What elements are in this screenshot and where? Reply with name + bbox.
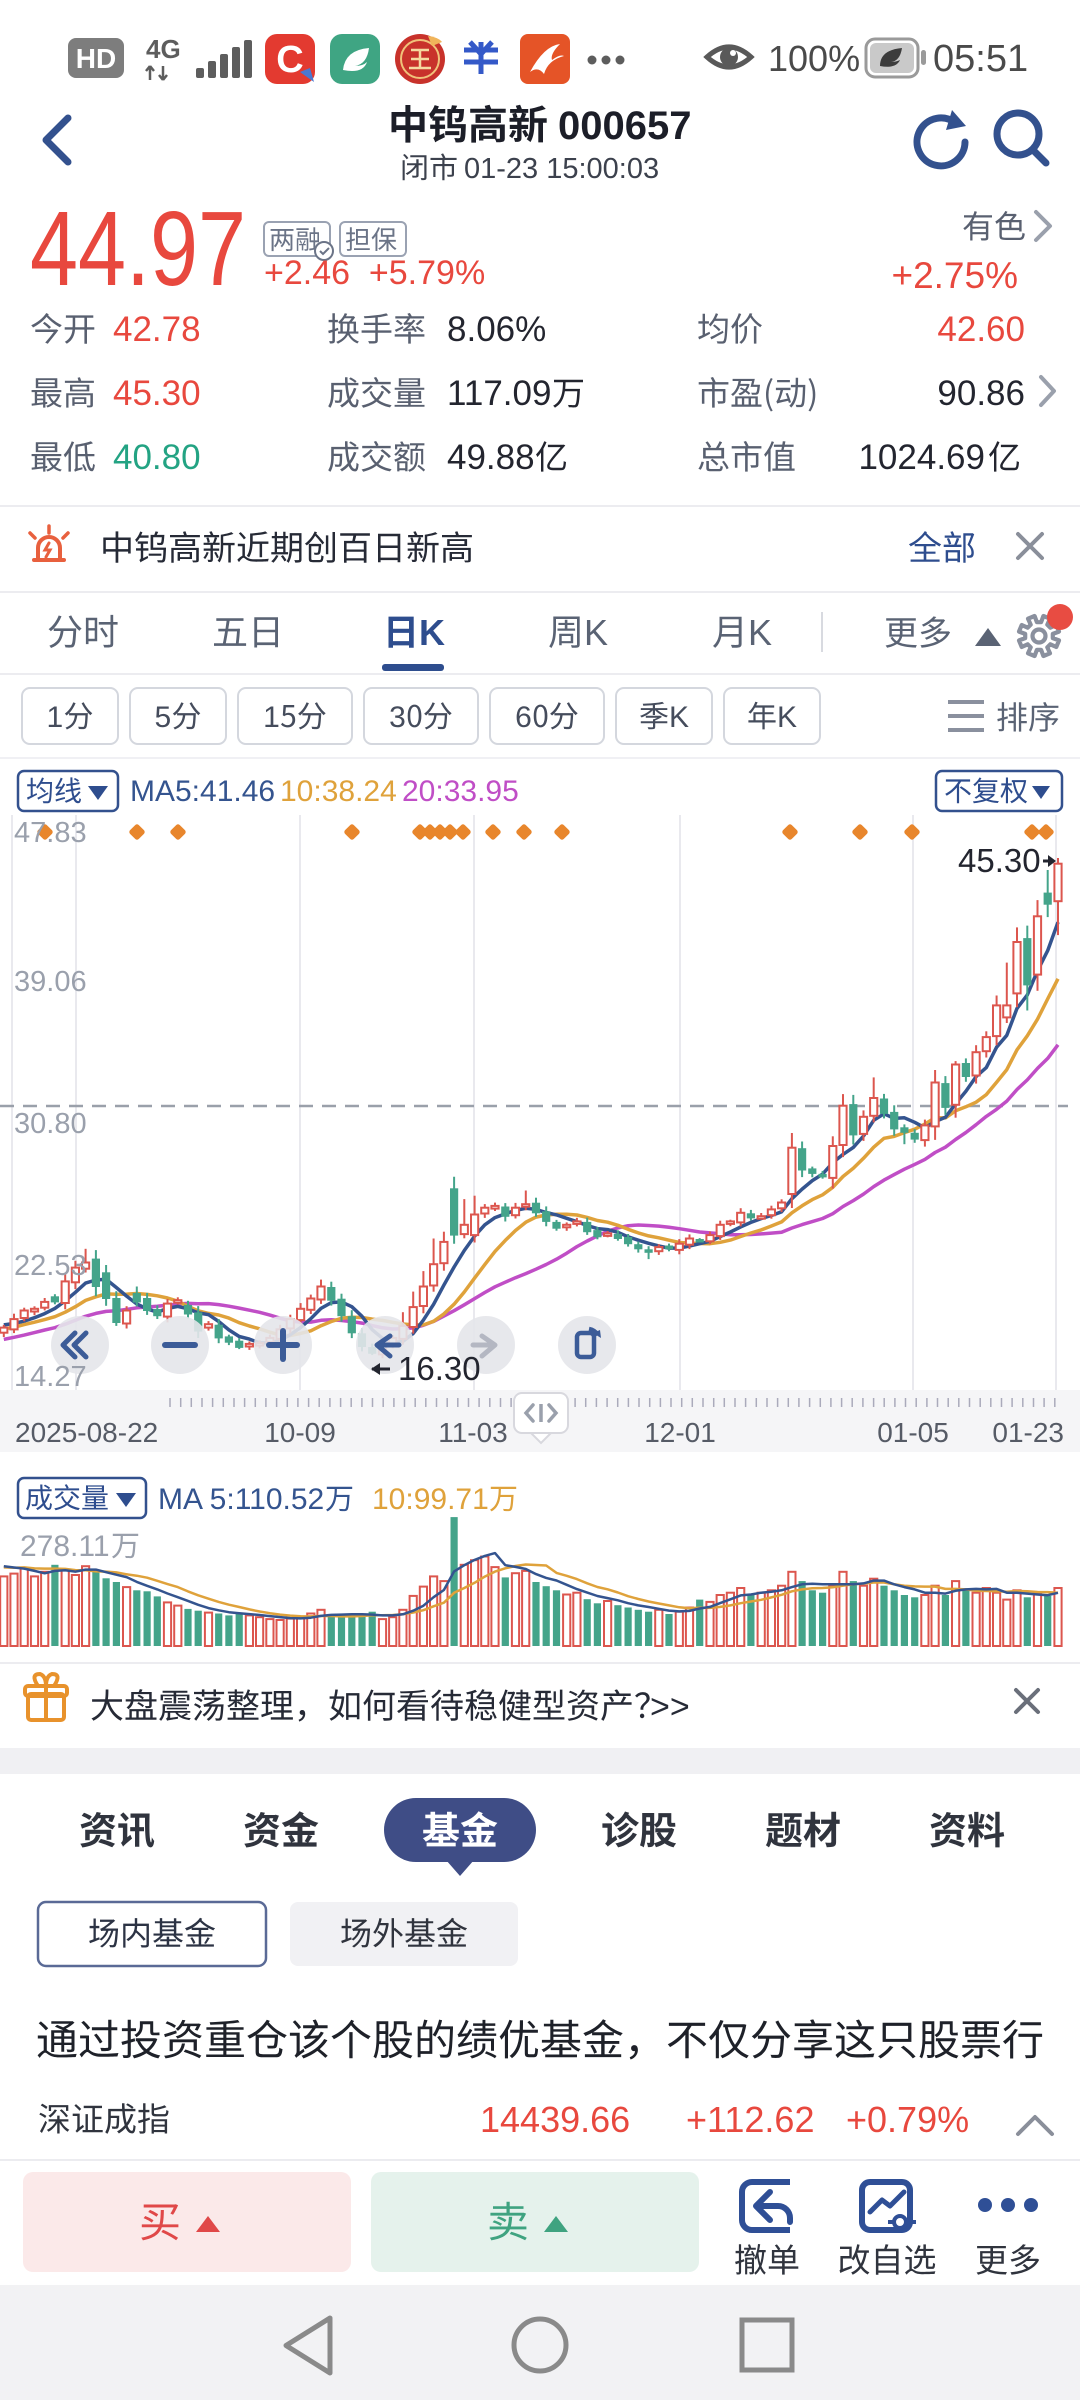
svg-text:1024.69: 1024.69 (858, 438, 985, 477)
svg-text:14.27: 14.27 (14, 1361, 87, 1393)
svg-text:14439.66: 14439.66 (480, 2099, 630, 2140)
svg-text:11-03: 11-03 (438, 1417, 508, 1448)
svg-text:K: K (669, 701, 689, 734)
svg-text:1: 1 (263, 701, 280, 734)
svg-text:10-09: 10-09 (264, 1417, 336, 1448)
svg-text:K: K (584, 612, 608, 653)
svg-text:+2.75%: +2.75% (891, 255, 1018, 296)
svg-text:10:99.71: 10:99.71 (372, 1483, 489, 1516)
svg-text:49.88: 49.88 (447, 438, 535, 477)
svg-text:10:38.24: 10:38.24 (280, 775, 397, 808)
svg-text:C: C (276, 39, 303, 81)
svg-text:MA5:41.46: MA5:41.46 (130, 775, 275, 808)
svg-text:22.53: 22.53 (14, 1250, 87, 1282)
svg-text:K: K (419, 612, 445, 653)
svg-text:16.30: 16.30 (398, 1350, 481, 1387)
svg-text:42.78: 42.78 (113, 310, 201, 349)
svg-text:278.11: 278.11 (20, 1530, 110, 1563)
svg-text:3: 3 (389, 701, 406, 734)
svg-text:01-05: 01-05 (877, 1417, 949, 1448)
svg-text:20:33.95: 20:33.95 (402, 775, 519, 808)
svg-text:01-23: 01-23 (992, 1417, 1064, 1448)
svg-text:40.80: 40.80 (113, 438, 201, 477)
svg-text:+112.62: +112.62 (686, 2099, 814, 2140)
svg-text:>>: >> (650, 1688, 690, 1726)
svg-text:12-01: 12-01 (644, 1417, 716, 1448)
svg-text:000657: 000657 (558, 104, 691, 148)
svg-text:42.60: 42.60 (937, 310, 1025, 349)
svg-text:44.97: 44.97 (30, 190, 246, 308)
svg-text:100%: 100% (768, 38, 860, 79)
svg-text:30.80: 30.80 (14, 1108, 87, 1140)
svg-text:5: 5 (155, 701, 172, 734)
svg-text:2025-08-22: 2025-08-22 (15, 1417, 158, 1448)
svg-text:8.06%: 8.06% (447, 310, 546, 349)
svg-text:MA 5:110.52: MA 5:110.52 (158, 1483, 324, 1516)
svg-text:6: 6 (515, 701, 532, 734)
svg-text:1: 1 (47, 701, 64, 734)
svg-text:K: K (748, 612, 772, 653)
svg-text:45.30: 45.30 (113, 374, 201, 413)
svg-text:4G: 4G (146, 34, 181, 64)
svg-text:+0.79%: +0.79% (846, 2099, 969, 2140)
svg-text:117.09: 117.09 (447, 374, 551, 413)
svg-text:39.06: 39.06 (14, 966, 87, 998)
svg-text:K: K (777, 701, 797, 734)
svg-text:45.30: 45.30 (958, 842, 1041, 879)
svg-text:HD: HD (76, 43, 116, 74)
svg-text:+2.46 +5.79%: +2.46 +5.79% (264, 254, 485, 292)
svg-text:05:51: 05:51 (933, 38, 1028, 80)
svg-text:01-23 15:00:03: 01-23 15:00:03 (464, 153, 659, 185)
svg-text:90.86: 90.86 (937, 374, 1025, 413)
svg-text:47.83: 47.83 (14, 817, 87, 849)
